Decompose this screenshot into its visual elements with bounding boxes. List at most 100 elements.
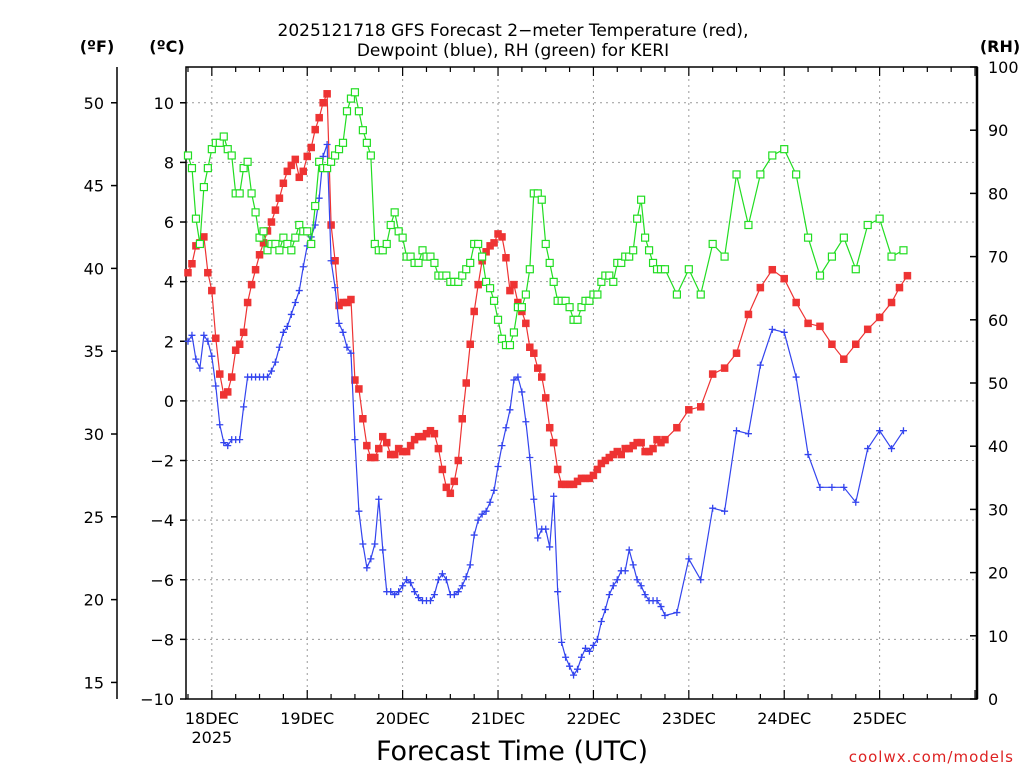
relative-humidity-point [545,258,554,268]
dewpoint-point [562,653,570,661]
dewpoint-point [486,498,494,506]
celsius-tick-label: −6 [150,571,174,590]
celsius-unit-label: (ºC) [149,37,184,56]
2-meter-temperature-point [593,465,602,474]
2-meter-temperature-point [526,343,534,351]
dewpoint-point [526,454,534,462]
relative-humidity-point [183,151,193,160]
x-tick-sublabel: 2025 [191,728,232,747]
relative-humidity-point [629,246,638,255]
celsius-tick-label: 6 [164,213,174,232]
2-meter-temperature-point [390,450,399,459]
relative-humidity-point [525,265,534,274]
relative-humidity-series [183,88,908,350]
relative-humidity-point [573,315,582,324]
dewpoint-point [709,504,717,512]
dewpoint-point [490,486,498,494]
2-meter-temperature-point [200,233,208,241]
relative-humidity-point [637,195,646,204]
2-meter-temperature-point [323,90,331,98]
relative-humidity-point [644,246,654,255]
dewpoint-point [462,573,470,581]
relative-humidity-point [744,220,753,230]
2-meter-temperature-point [756,283,765,292]
dewpoint-point [470,531,478,539]
relative-humidity-point [517,303,526,312]
2-meter-temperature-point [732,349,741,357]
relative-humidity-point [466,258,475,268]
dewpoint-point [530,495,538,503]
dewpoint-point [192,355,200,363]
relative-humidity-point [684,265,693,274]
2-meter-temperature-point [545,423,554,432]
2-meter-temperature-point [852,340,860,348]
dewpoint-point [621,567,629,575]
dewpoint-point [367,555,375,563]
rh-unit-label: (RH) [980,37,1020,56]
2-meter-temperature-point [307,143,315,152]
dewpoint-point [442,576,450,584]
dewpoint-point [744,430,752,438]
dewpoint-point [454,588,462,596]
dewpoint-point [450,591,458,599]
2-meter-temperature-point [379,432,387,441]
dewpoint-point [768,325,776,333]
celsius-tick-label: −10 [140,690,174,709]
chart-title-line-2: Dewpoint (blue), RH (green) for KERI [357,41,669,61]
relative-humidity-point [430,258,439,268]
dewpoint-point [200,331,208,339]
dewpoint-point [399,582,407,590]
dewpoint-point [733,427,741,435]
x-tick-label: 22DEC [566,709,620,728]
2-meter-temperature-point [828,340,836,348]
2-meter-temperature-point [291,155,300,164]
relative-humidity-point [493,315,503,324]
dewpoint-point [534,534,542,542]
2-meter-temperature-point [792,298,800,307]
2-meter-temperature-point [530,349,538,357]
2-meter-temperature-point [617,450,625,459]
dewpoint-point [426,597,434,605]
2-meter-temperature-point [708,370,717,378]
2-meter-temperature-point [696,403,705,411]
x-tick-label: 23DEC [662,709,716,728]
relative-humidity-point [219,132,228,141]
2-meter-temperature-point [223,388,232,396]
relative-humidity-point [640,233,650,242]
relative-humidity-point [521,290,530,299]
relative-humidity-point [390,208,399,217]
celsius-tick-label: 10 [154,94,174,113]
x-axis-label: Forecast Time (UTC) [376,736,648,767]
relative-humidity-point [672,290,681,299]
dewpoint-point [629,561,637,569]
2-meter-temperature-point [534,364,542,372]
dewpoint-point [458,582,466,590]
data-series [183,88,912,679]
rh-tick-label: 20 [988,564,1008,583]
dewpoint-point [852,498,860,506]
relative-humidity-point [362,138,371,147]
dewpoint-point [438,570,446,578]
2-meter-temperature-point [522,319,530,328]
dewpoint-point [637,582,645,590]
relative-humidity-point [509,328,519,337]
2-meter-temperature-point [553,465,562,474]
dewpoint-point [661,612,669,620]
rh-tick-label: 30 [988,500,1008,519]
dewpoint-point [550,492,558,500]
dewpoint-point [216,421,224,429]
relative-humidity-point [311,201,320,211]
relative-humidity-point [191,214,201,223]
2-meter-temperature-point [466,340,474,348]
dewpoint-point [299,263,307,271]
relative-humidity-point [414,258,423,268]
dewpoint-point [434,576,442,584]
dewpoint-point [430,591,438,599]
celsius-tick-label: −2 [150,452,174,471]
dewpoint-point [375,495,383,503]
dewpoint-point [657,603,665,611]
celsius-tick-label: 4 [164,273,174,292]
dewpoint-point [522,418,530,426]
dewpoint-point [888,445,896,453]
dewpoint-point [275,343,283,351]
